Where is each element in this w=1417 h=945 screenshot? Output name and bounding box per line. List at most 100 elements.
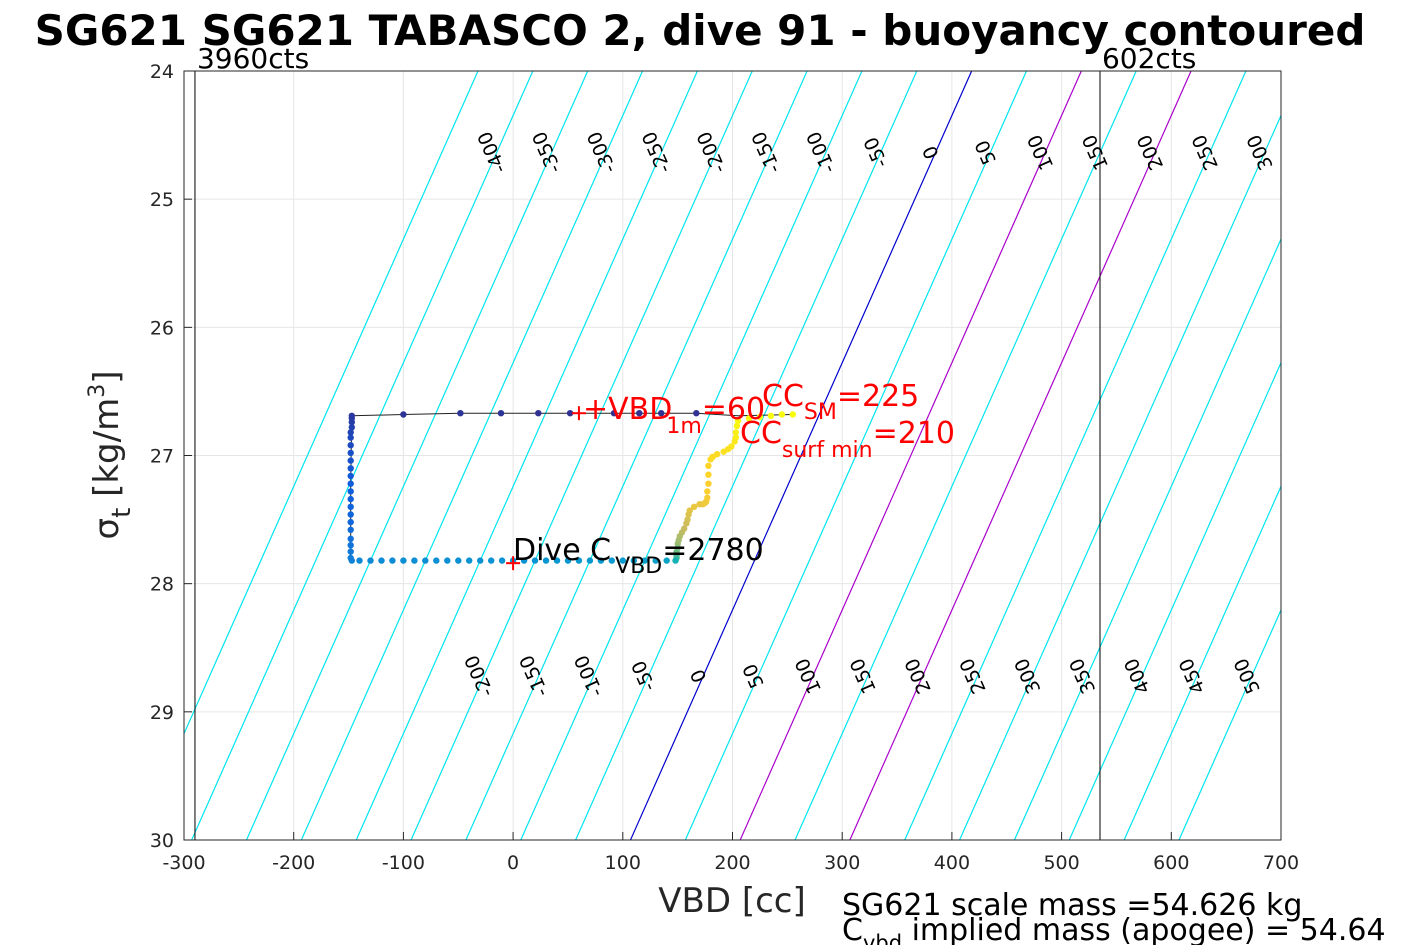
data-point (497, 410, 505, 417)
data-point (705, 480, 712, 487)
dive-path-line (350, 412, 793, 561)
data-point (348, 412, 355, 419)
footer-rest: implied mass (apogee) = 54.64 (902, 913, 1386, 945)
data-point (690, 503, 698, 510)
data-point (400, 411, 407, 418)
data-point (347, 535, 354, 542)
data-point (531, 557, 539, 564)
data-point (542, 557, 550, 564)
contour-line (465, 71, 808, 840)
y-label-sub: t (107, 508, 137, 518)
y-label-sup: 3 (85, 384, 110, 398)
contour-line (904, 71, 1247, 840)
data-point (457, 410, 464, 417)
data-point (367, 557, 374, 564)
data-point (347, 548, 354, 555)
contour-line (1068, 361, 1281, 840)
x-tick-label: -200 (272, 852, 315, 874)
data-point (520, 557, 528, 564)
y-label-close: ] (87, 371, 127, 384)
dive-c-value: =2780 (662, 533, 763, 568)
cc-surf-sub: surf min (782, 438, 873, 463)
vbd-value: =60 (702, 392, 765, 427)
contour-line (629, 71, 973, 840)
data-point (564, 557, 572, 564)
dive-c-annotation: Dive C VBD=2780 (513, 533, 764, 579)
data-point (347, 518, 354, 526)
contour-line (849, 71, 1192, 840)
data-point (347, 472, 354, 480)
y-label-sigma: σ (87, 518, 127, 540)
contour-line (1123, 484, 1281, 840)
contour-line (300, 71, 644, 840)
footer-c: C (842, 913, 863, 945)
data-point (455, 557, 462, 564)
data-point (347, 526, 354, 533)
contour-line (794, 71, 1137, 840)
data-point (693, 410, 700, 417)
y-tick-label: 28 (150, 574, 174, 596)
contour-line (355, 71, 698, 840)
vbd-sub: 1m (666, 414, 701, 439)
data-point (705, 471, 712, 478)
x-tick-label: -300 (162, 852, 205, 874)
data-point (535, 410, 542, 417)
data-point (745, 415, 753, 422)
x-tick-label: 600 (1153, 852, 1189, 874)
data-point (347, 465, 354, 472)
data-point (610, 410, 618, 417)
x-tick-label: 300 (824, 852, 860, 874)
data-point (347, 554, 354, 562)
contour-line (684, 71, 1028, 840)
red-markers (506, 406, 586, 571)
data-point (641, 557, 648, 564)
contour-line (739, 71, 1082, 840)
footer-c-sub: vbd (863, 931, 902, 945)
footer: SG621 scale mass =54.626 kg Cvbd implied… (842, 888, 1386, 945)
cc-sm-annotation: CCSM=225 (762, 379, 919, 425)
data-point (566, 410, 574, 417)
contour-line (245, 71, 589, 840)
data-point (347, 488, 354, 495)
data-point (652, 557, 659, 564)
annotations: +VBD1m=60 CCSM=225 CCsurf min=210 Dive C… (513, 379, 955, 579)
y-label-units: [kg/m (87, 398, 127, 508)
contour-line (191, 71, 534, 840)
contour-line (1178, 608, 1281, 840)
cc-surf-main: CC (740, 416, 782, 451)
x-tick-label: 700 (1263, 852, 1299, 874)
data-point (400, 557, 407, 564)
x-ticks: -300 -200 -100 0 100 200 300 400 500 600 700 (162, 832, 1299, 874)
data-point (658, 410, 665, 417)
data-point (597, 557, 605, 564)
chart-title: SG621 SG621 TABASCO 2, dive 91 - buoyanc… (35, 6, 1366, 55)
data-point (347, 442, 354, 449)
data-point (411, 557, 418, 564)
data-point (444, 557, 451, 564)
x-tick-label: 200 (714, 852, 750, 874)
contour-line (410, 71, 753, 840)
contour-line (184, 71, 479, 736)
data-point (575, 557, 583, 564)
data-point (488, 557, 495, 564)
x-tick-label: 100 (605, 852, 641, 874)
vbd-main: +VBD (583, 392, 672, 427)
dive-path (350, 412, 793, 561)
data-point (347, 434, 354, 441)
dive-c-sub: VBD (615, 554, 662, 579)
data-point (630, 557, 637, 564)
data-point (705, 462, 712, 469)
data-point (733, 422, 741, 430)
data-point (389, 557, 396, 564)
data-point (707, 456, 714, 463)
cc-sm-sub: SM (804, 400, 837, 425)
y-axis-label: σt [kg/m3] (85, 371, 137, 540)
counts-lines: 3960cts 602cts (194, 42, 1196, 840)
contour-lines (184, 71, 1281, 840)
data-point (756, 413, 764, 421)
data-point (553, 557, 561, 564)
cc-sm-value: =225 (837, 379, 919, 414)
data-point (422, 557, 429, 564)
data-point (466, 557, 473, 564)
